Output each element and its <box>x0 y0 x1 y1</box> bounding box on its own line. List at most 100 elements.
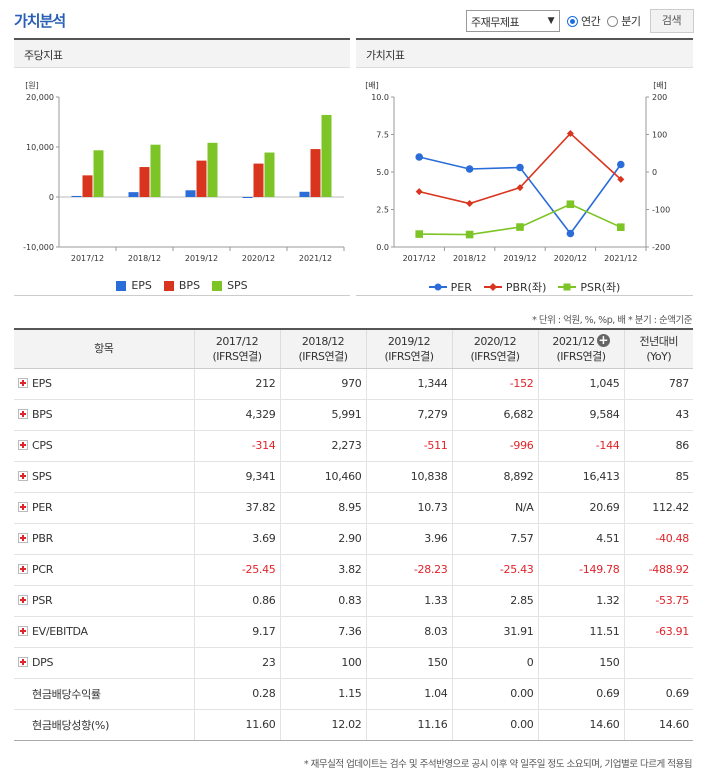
x-tick-label: 2018/12 <box>453 254 486 263</box>
table-row: SPS 9,341 10,460 10,838 8,892 16,413 85 <box>14 461 693 493</box>
row-label[interactable]: CPS <box>14 430 194 462</box>
table-cell: 3.96 <box>365 523 452 555</box>
point-pbr <box>566 129 574 137</box>
table-cell: 7.57 <box>451 523 538 555</box>
table-cell: -25.45 <box>193 554 280 586</box>
row-label[interactable]: SPS <box>14 461 194 493</box>
row-label-text: PBR <box>32 532 53 545</box>
row-label[interactable]: PER <box>14 492 194 524</box>
bar-sps <box>150 144 161 197</box>
legend-eps: EPS <box>116 279 152 292</box>
y-axis-label-left: [배] <box>365 81 379 90</box>
valuation-panel-title: 가치지표 <box>356 40 693 68</box>
header-cell: 2020/12 (IFRS연결) <box>451 329 538 369</box>
row-label[interactable]: EV/EBITDA <box>14 616 194 648</box>
legend-psr-marker <box>558 283 577 291</box>
point-psr <box>617 223 625 231</box>
row-label: 현금배당성향(%) <box>14 709 194 741</box>
table-cell: 1,045 <box>537 368 624 400</box>
table-cell: -63.91 <box>623 616 693 648</box>
bar-bps <box>253 163 264 197</box>
point-per <box>617 160 625 169</box>
table-cell: -511 <box>365 430 452 462</box>
point-pbr <box>415 188 423 196</box>
radio-annual[interactable]: 연간 <box>567 13 601 29</box>
point-per <box>465 165 474 173</box>
point-pbr <box>516 184 524 192</box>
table-cell: 0.00 <box>451 709 538 741</box>
header-period: 전년대비 <box>639 334 679 348</box>
table-header-row: 항목 2017/12 (IFRS연결) 2018/12 (IFRS연결) 2019/12(… <box>14 329 693 369</box>
table-row: DPS 23 100 150 0 150 <box>14 647 693 679</box>
table-cell: 3.69 <box>193 523 280 555</box>
table-row: PCR -25.45 3.82 -28.23 -25.43 -149.78 -488.92 <box>14 554 693 586</box>
x-tick-label: 2017/12 <box>403 254 436 263</box>
table-cell: 43 <box>623 399 693 431</box>
table-cell: 4.51 <box>537 523 624 555</box>
table-cell: 0.86 <box>193 585 280 617</box>
table-cell: 85 <box>623 461 693 493</box>
table-cell: 1.32 <box>537 585 624 617</box>
row-label-text: EPS <box>32 377 52 390</box>
search-button[interactable]: 검색 <box>649 9 694 33</box>
expand-icon[interactable] <box>18 564 28 574</box>
table-cell: 23 <box>193 647 280 679</box>
bar-sps <box>207 142 218 197</box>
radio-off-icon <box>607 15 619 27</box>
table-cell: -996 <box>451 430 538 462</box>
bar-bps <box>82 175 93 197</box>
header-basis: (IFRS연결) <box>556 349 606 363</box>
legend-eps-swatch <box>116 280 127 291</box>
row-label-text: PCR <box>32 563 54 576</box>
radio-quarter-label: 분기 <box>621 15 641 28</box>
legend-per: PER <box>428 279 472 295</box>
x-tick-label: 2017/12 <box>71 254 104 263</box>
expand-icon[interactable] <box>18 657 28 667</box>
legend-bps-swatch <box>163 280 174 291</box>
bar-bps <box>196 160 207 197</box>
expand-icon[interactable] <box>18 626 28 636</box>
expand-plus-icon[interactable]: + <box>596 332 610 347</box>
radio-quarter[interactable]: 분기 <box>607 13 641 29</box>
expand-icon[interactable] <box>18 471 28 481</box>
statement-select[interactable]: 주재무제표 ▼ <box>466 10 560 32</box>
header-basis: (YoY) <box>646 349 672 363</box>
table-cell: 1.15 <box>279 678 366 710</box>
expand-icon[interactable] <box>18 409 28 419</box>
row-label[interactable]: BPS <box>14 399 194 431</box>
expand-icon[interactable] <box>18 378 28 388</box>
bar-sps <box>264 152 275 197</box>
unit-note: * 단위 : 억원, %, %p, 배 * 분기 : 순액기준 <box>532 315 692 326</box>
legend-sps-swatch <box>212 280 223 291</box>
header-cell: 전년대비 (YoY) <box>623 329 693 369</box>
y-tick-label-left: 10.0 <box>371 93 389 102</box>
table-cell: 9,584 <box>537 399 624 431</box>
row-label[interactable]: PBR <box>14 523 194 555</box>
y-axis-label: [원] <box>25 81 39 90</box>
bar-eps <box>71 195 82 197</box>
table-cell: -488.92 <box>623 554 693 586</box>
row-label[interactable]: PCR <box>14 554 194 586</box>
table-cell: 150 <box>365 647 452 679</box>
legend-per-marker <box>428 283 447 291</box>
table-cell: 37.82 <box>193 492 280 524</box>
row-label-text: EV/EBITDA <box>32 625 88 638</box>
row-label-text: DPS <box>32 656 54 669</box>
table-row: PBR 3.69 2.90 3.96 7.57 4.51 -40.48 <box>14 523 693 555</box>
row-label[interactable]: DPS <box>14 647 194 679</box>
table-row: CPS -314 2,273 -511 -996 -144 86 <box>14 430 693 462</box>
row-label[interactable]: PSR <box>14 585 194 617</box>
expand-icon[interactable] <box>18 502 28 512</box>
point-psr <box>465 230 474 239</box>
legend-bps: BPS <box>163 279 200 292</box>
expand-icon[interactable] <box>18 440 28 450</box>
row-label[interactable]: EPS <box>14 368 194 400</box>
table-cell: 0.69 <box>623 678 693 710</box>
y-tick-label-right: 200 <box>652 93 667 102</box>
valuation-panel: 가치지표 [배] [배] 10.0 7.5 5.0 2.5 0.0 200 100 0 -100 -2… <box>356 38 693 296</box>
table-row: 현금배당성향(%) 11.60 12.02 11.16 0.00 14.60 14.60 <box>14 709 693 741</box>
controls: 주재무제표 ▼ 연간 분기 검색 <box>466 9 694 33</box>
expand-icon[interactable] <box>18 595 28 605</box>
table-cell: -25.43 <box>451 554 538 586</box>
expand-icon[interactable] <box>18 533 28 543</box>
